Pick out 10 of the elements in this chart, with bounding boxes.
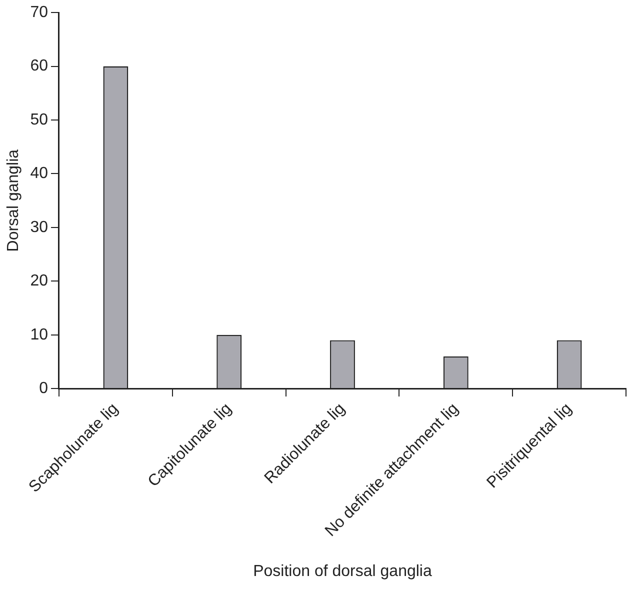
- y-tick-label: 50: [30, 111, 48, 128]
- y-tick-label: 10: [30, 326, 48, 344]
- y-tick-label: 0: [39, 380, 48, 397]
- y-axis-title: Dorsal ganglia: [5, 149, 22, 252]
- y-tick-label: 70: [30, 4, 48, 22]
- y-tick-label: 30: [30, 218, 48, 236]
- y-tick-label: 40: [30, 165, 48, 182]
- x-axis-title: Position of dorsal ganglia: [253, 562, 432, 580]
- y-tick-label: 60: [30, 58, 48, 75]
- y-tick-label: 20: [30, 272, 48, 290]
